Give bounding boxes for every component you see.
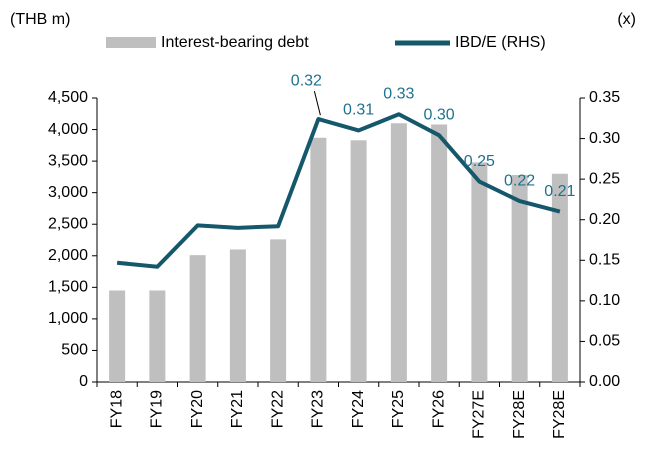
y-tick-label: 2,000 bbox=[48, 247, 88, 264]
legend-swatch bbox=[106, 37, 156, 48]
y2-tick-label: 0.10 bbox=[589, 292, 620, 309]
bar bbox=[350, 140, 367, 382]
data-label: 0.25 bbox=[464, 153, 495, 170]
y-tick-label: 2,500 bbox=[48, 215, 88, 232]
y2-tick-label: 0.00 bbox=[589, 373, 620, 390]
leader-line bbox=[313, 90, 321, 116]
bar bbox=[431, 124, 448, 383]
y2-tick-label: 0.15 bbox=[589, 252, 620, 269]
x-tick-label: FY19 bbox=[149, 390, 166, 428]
x-tick-label: FY28E bbox=[511, 390, 528, 439]
bar bbox=[511, 174, 528, 382]
y2-tick-label: 0.35 bbox=[589, 89, 620, 106]
x-tick-label: FY18 bbox=[108, 390, 125, 428]
y-tick-label: 0 bbox=[79, 373, 88, 390]
bar bbox=[310, 137, 327, 382]
data-label: 0.21 bbox=[544, 183, 575, 200]
bar bbox=[551, 173, 568, 382]
y2-tick-label: 0.05 bbox=[589, 333, 620, 350]
x-tick-label: FY26 bbox=[430, 390, 447, 428]
legend-label: IBD/E (RHS) bbox=[455, 34, 546, 51]
y2-axis-label: (x) bbox=[617, 11, 636, 28]
bar bbox=[189, 255, 206, 382]
bar bbox=[270, 239, 287, 382]
y-tick-label: 3,500 bbox=[48, 152, 88, 169]
x-tick-label: FY20 bbox=[189, 390, 206, 428]
x-tick-label: FY21 bbox=[229, 390, 246, 428]
y-tick-label: 500 bbox=[61, 342, 88, 359]
data-label: 0.22 bbox=[504, 172, 535, 189]
data-label: 0.32 bbox=[291, 72, 322, 89]
y-tick-label: 4,000 bbox=[48, 121, 88, 138]
y-tick-label: 1,000 bbox=[48, 310, 88, 327]
bar bbox=[149, 290, 166, 382]
legend-label: Interest-bearing debt bbox=[161, 34, 309, 51]
y2-tick-label: 0.30 bbox=[589, 130, 620, 147]
data-label: 0.31 bbox=[343, 102, 374, 119]
x-tick-label: FY27E bbox=[471, 390, 488, 439]
y-axis-label: (THB m) bbox=[10, 11, 70, 28]
bar bbox=[109, 290, 126, 382]
data-label: 0.33 bbox=[383, 85, 414, 102]
bar bbox=[390, 123, 407, 382]
y-tick-label: 3,000 bbox=[48, 184, 88, 201]
bar bbox=[229, 249, 246, 382]
line bbox=[116, 112, 561, 269]
x-tick-label: FY22 bbox=[269, 390, 286, 428]
x-tick-label: FY28E bbox=[551, 390, 568, 439]
y2-tick-label: 0.20 bbox=[589, 211, 620, 228]
y-tick-label: 4,500 bbox=[48, 89, 88, 106]
y2-tick-label: 0.25 bbox=[589, 170, 620, 187]
x-tick-label: FY23 bbox=[310, 390, 327, 428]
bar bbox=[471, 162, 488, 382]
y-tick-label: 1,500 bbox=[48, 279, 88, 296]
data-label: 0.30 bbox=[424, 107, 455, 124]
x-tick-label: FY25 bbox=[390, 390, 407, 428]
x-tick-label: FY24 bbox=[350, 390, 367, 428]
